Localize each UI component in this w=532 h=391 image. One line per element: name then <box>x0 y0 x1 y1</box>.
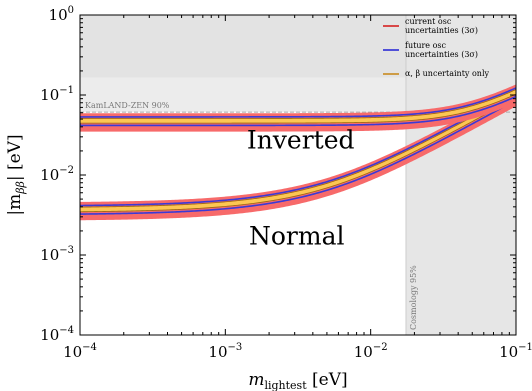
x-tick-label: 10−1 <box>499 342 532 361</box>
region-label-inverted: Inverted <box>247 125 355 154</box>
y-tick-label: 10−4 <box>40 325 74 344</box>
axes: 10−4 10−3 10−2 10−1 10−4 10−3 10−2 10−1 100 <box>40 5 532 361</box>
band-future-normal <box>80 90 516 215</box>
band-alpha-beta-normal <box>80 92 516 213</box>
plot-area: KamLAND-ZEN 90% Cosmology 95% <box>80 15 516 335</box>
y-tick-label: 10−2 <box>40 165 74 184</box>
band-future-inverted <box>80 87 516 127</box>
kamland-label: KamLAND-ZEN 90% <box>85 101 170 110</box>
legend-entry: current osc <box>405 17 452 26</box>
band-alpha-beta-inverted <box>80 89 516 124</box>
x-tick-label: 10−3 <box>208 342 242 361</box>
cosmology-label: Cosmology 95% <box>409 265 418 330</box>
region-label-normal: Normal <box>249 222 344 251</box>
cosmology-excluded <box>405 15 516 335</box>
x-tick-label: 10−2 <box>354 342 388 361</box>
legend-entry: future osc <box>405 41 447 50</box>
y-tick-label: 10−3 <box>40 245 74 264</box>
legend-entry: α, β uncertainty only <box>405 69 490 78</box>
y-tick-label: 100 <box>49 5 74 24</box>
y-axis-label: |mββ| [eV] <box>5 134 27 215</box>
x-tick-label: 10−4 <box>63 342 97 361</box>
y-tick-label: 10−1 <box>40 85 74 104</box>
x-axis-label: mlightest [eV] <box>248 370 347 391</box>
legend-entry-line2: uncertainties (3σ) <box>405 50 478 59</box>
legend-entry-line2: uncertainties (3σ) <box>405 26 478 35</box>
